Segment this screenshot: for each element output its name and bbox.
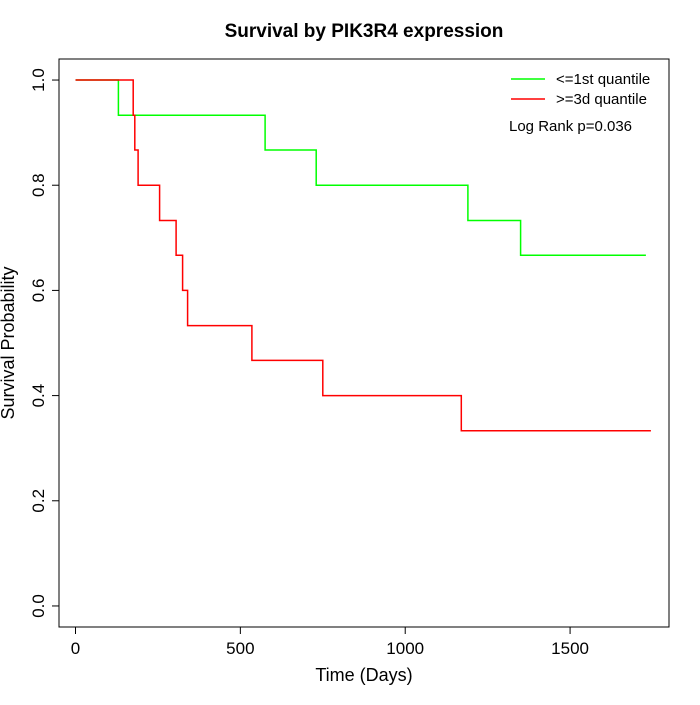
series-layer <box>75 79 651 432</box>
x-axis: 0 500 1000 1500 <box>71 627 589 658</box>
y-tick-label: 0.0 <box>29 594 48 618</box>
x-tick-label: 0 <box>71 639 80 658</box>
plot-frame <box>58 58 670 628</box>
y-axis-label: Survival Probability <box>0 266 18 419</box>
log-rank-annotation: Log Rank p=0.036 <box>509 118 632 135</box>
y-tick-label: 1.0 <box>29 68 48 92</box>
series-line-1 <box>75 79 646 256</box>
series-line-2 <box>75 79 651 432</box>
legend-label-2: >=3d quantile <box>556 91 647 108</box>
x-axis-label: Time (Days) <box>315 665 412 685</box>
x-tick-label: 500 <box>226 639 254 658</box>
x-tick-label: 1000 <box>386 639 424 658</box>
y-tick-label: 0.8 <box>29 173 48 197</box>
y-tick-label: 0.6 <box>29 279 48 303</box>
chart-title: Survival by PIK3R4 expression <box>225 21 504 42</box>
legend-label-1: <=1st quantile <box>556 71 650 88</box>
y-tick-label: 0.2 <box>29 489 48 513</box>
x-tick-label: 1500 <box>551 639 589 658</box>
legend: <=1st quantile >=3d quantile <box>511 71 650 108</box>
y-axis: 0.0 0.2 0.4 0.6 0.8 1.0 <box>29 68 59 618</box>
y-tick-label: 0.4 <box>29 384 48 408</box>
